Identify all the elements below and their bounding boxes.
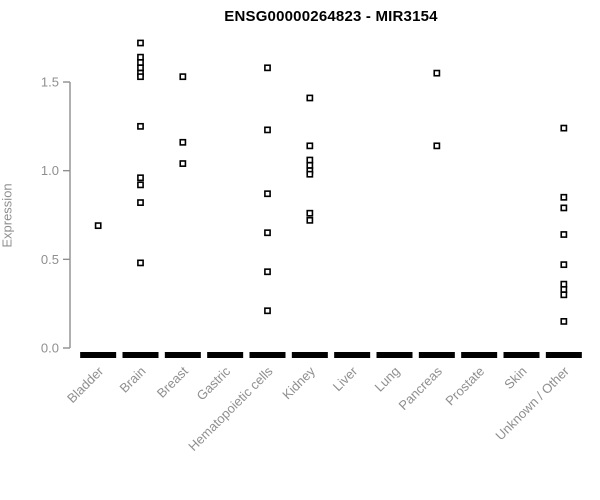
- x-category-label: Prostate: [442, 364, 487, 409]
- x-category-label: Kidney: [279, 363, 318, 402]
- zero-expression-cluster: [545, 352, 582, 358]
- data-point: [179, 138, 187, 146]
- data-point: [137, 39, 144, 47]
- data-point: [433, 69, 441, 77]
- data-point: [264, 126, 271, 134]
- data-point: [137, 53, 144, 61]
- data-point: [560, 204, 568, 212]
- x-category-label: Breast: [154, 363, 191, 400]
- data-point: [264, 190, 271, 198]
- data-point: [306, 142, 314, 150]
- x-category-label: Liver: [330, 363, 361, 394]
- zero-expression-cluster: [418, 352, 455, 358]
- data-point: [560, 231, 568, 238]
- data-point: [560, 261, 568, 269]
- zero-expression-cluster: [249, 352, 286, 358]
- data-point: [560, 193, 568, 201]
- zero-expression-cluster: [334, 352, 371, 358]
- data-point: [137, 64, 144, 72]
- x-category-label: Lung: [372, 364, 403, 395]
- data-point: [306, 209, 314, 217]
- data-point: [560, 286, 568, 293]
- y-tick-label: 1.5: [41, 75, 59, 90]
- data-point: [306, 161, 314, 169]
- data-point: [179, 73, 187, 81]
- zero-expression-cluster: [122, 352, 159, 358]
- x-category-label: Bladder: [64, 363, 107, 406]
- data-point: [560, 280, 568, 288]
- data-point: [306, 216, 314, 224]
- y-tick-label: 1.0: [41, 163, 59, 178]
- chart-title: ENSG00000264823 - MIR3154: [224, 8, 438, 25]
- zero-expression-cluster: [503, 352, 540, 358]
- x-category-label: Skin: [501, 364, 529, 392]
- zero-expression-cluster: [80, 352, 117, 358]
- x-category-label: Brain: [117, 364, 149, 396]
- data-point: [94, 222, 102, 230]
- data-point: [137, 199, 144, 206]
- data-point: [306, 94, 314, 102]
- data-point: [560, 124, 568, 132]
- data-point: [306, 170, 314, 178]
- data-point: [264, 229, 271, 237]
- data-point: [137, 174, 144, 182]
- zero-expression-cluster: [164, 352, 201, 358]
- data-point: [137, 181, 144, 189]
- y-tick-label: 0.0: [41, 341, 59, 356]
- x-category-label: Pancreas: [396, 363, 446, 413]
- data-point: [137, 73, 144, 81]
- x-category-label: Gastric: [194, 363, 234, 403]
- zero-expression-cluster: [376, 352, 413, 358]
- data-point: [137, 122, 144, 130]
- zero-expression-cluster: [207, 352, 244, 358]
- y-tick-label: 0.5: [41, 252, 59, 267]
- data-point: [433, 142, 441, 150]
- data-point: [137, 59, 144, 66]
- zero-expression-cluster: [291, 352, 328, 358]
- data-point: [264, 268, 271, 276]
- data-point: [560, 318, 568, 325]
- data-point: [264, 64, 271, 72]
- x-category-label: Unknown / Other: [492, 363, 572, 443]
- data-point: [264, 307, 271, 315]
- zero-expression-cluster: [461, 352, 498, 358]
- data-point: [306, 156, 314, 164]
- data-point: [137, 259, 144, 267]
- data-point: [560, 291, 568, 299]
- data-point: [179, 160, 187, 167]
